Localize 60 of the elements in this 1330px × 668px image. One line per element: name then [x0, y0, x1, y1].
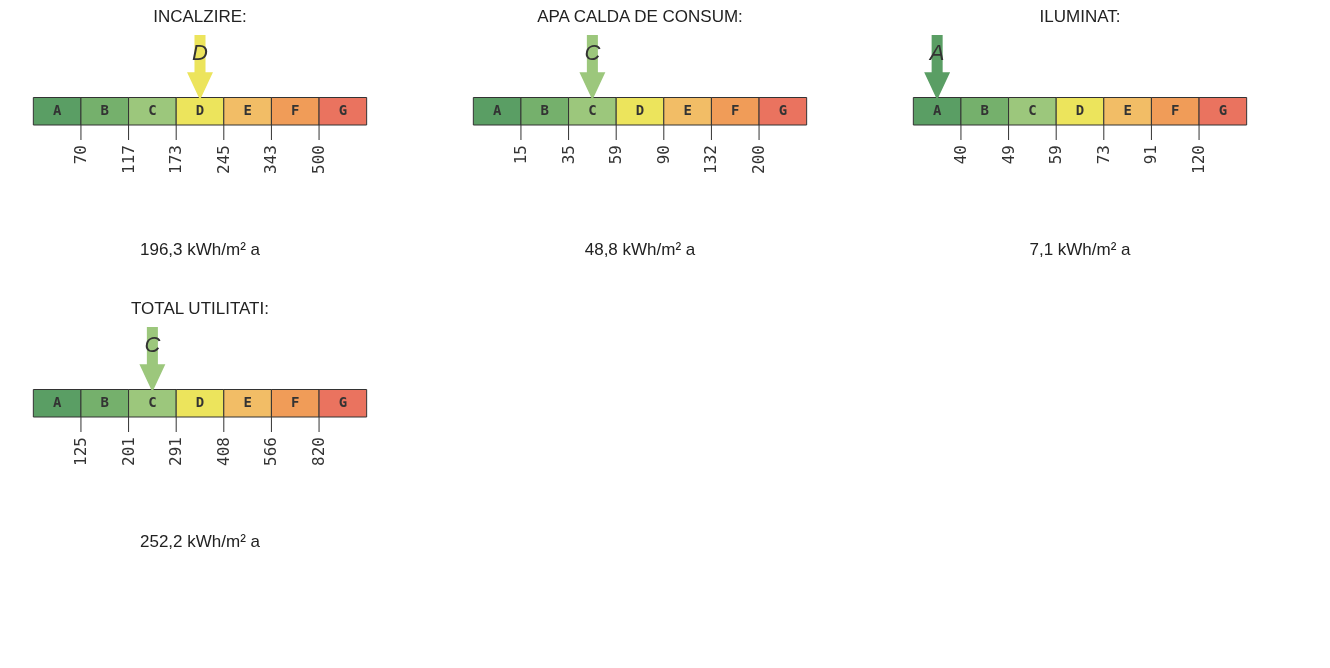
category-label: E [243, 394, 252, 411]
data-label: 49 [998, 145, 1018, 165]
category-label: B [980, 102, 989, 119]
data-label: 40 [950, 145, 970, 165]
data-label: 173 [166, 145, 186, 174]
category-label: A [932, 102, 942, 119]
category-label: C [588, 102, 597, 119]
category-label: E [243, 102, 252, 119]
category-label: B [540, 102, 549, 119]
text: 7,1 kWh/m² a [1029, 240, 1132, 259]
data-label: 73 [1093, 145, 1113, 165]
text: 196,3 kWh/m² a [140, 240, 261, 259]
category-label: A [492, 102, 502, 119]
data-label: 125 [70, 437, 90, 466]
category-label: A [52, 394, 62, 411]
category-label: C [148, 102, 157, 119]
data-label: 59 [606, 145, 626, 165]
data-label: 91 [1141, 145, 1161, 165]
category-label: E [683, 102, 692, 119]
category-label: B [100, 394, 109, 411]
category-label: C [148, 394, 157, 411]
category-label: F [291, 394, 300, 411]
text: 252,2 kWh/m² a [140, 532, 261, 551]
data-label: 245 [213, 145, 233, 174]
category-label: D [1075, 102, 1085, 119]
text: ILUMINAT: [1039, 7, 1121, 26]
category-label: A [52, 102, 62, 119]
category-label: B [100, 102, 109, 119]
data-label: 90 [653, 145, 673, 165]
category-label: D [635, 102, 645, 119]
data-label: 15 [510, 145, 530, 165]
data-label: 200 [749, 145, 769, 174]
data-label: 343 [261, 145, 281, 174]
category-label: F [731, 102, 740, 119]
data-label: 59 [1046, 145, 1066, 165]
data-label: 566 [261, 437, 281, 466]
category-label: F [291, 102, 300, 119]
data-label: 70 [70, 145, 90, 165]
text: INCALZIRE: [153, 7, 247, 26]
category-label: D [195, 102, 205, 119]
data-label: 291 [166, 437, 186, 466]
category-label: D [195, 394, 205, 411]
text: APA CALDA DE CONSUM: [537, 7, 743, 26]
text: TOTAL UTILITATI: [131, 299, 269, 318]
data-label: 117 [118, 145, 138, 174]
category-label: F [1171, 102, 1180, 119]
text: 48,8 kWh/m² a [584, 240, 696, 259]
data-label: 408 [213, 437, 233, 466]
category-label: G [338, 102, 348, 119]
data-label: 132 [701, 145, 721, 174]
category-label: E [1123, 102, 1132, 119]
data-label: 820 [309, 437, 329, 466]
category-label: G [778, 102, 788, 119]
data-label: 201 [118, 437, 138, 466]
data-label: 35 [558, 145, 578, 165]
category-label: G [1218, 102, 1228, 119]
category-label: C [1028, 102, 1037, 119]
category-label: G [338, 394, 348, 411]
data-label: 120 [1189, 145, 1209, 174]
data-label: 500 [309, 145, 329, 174]
